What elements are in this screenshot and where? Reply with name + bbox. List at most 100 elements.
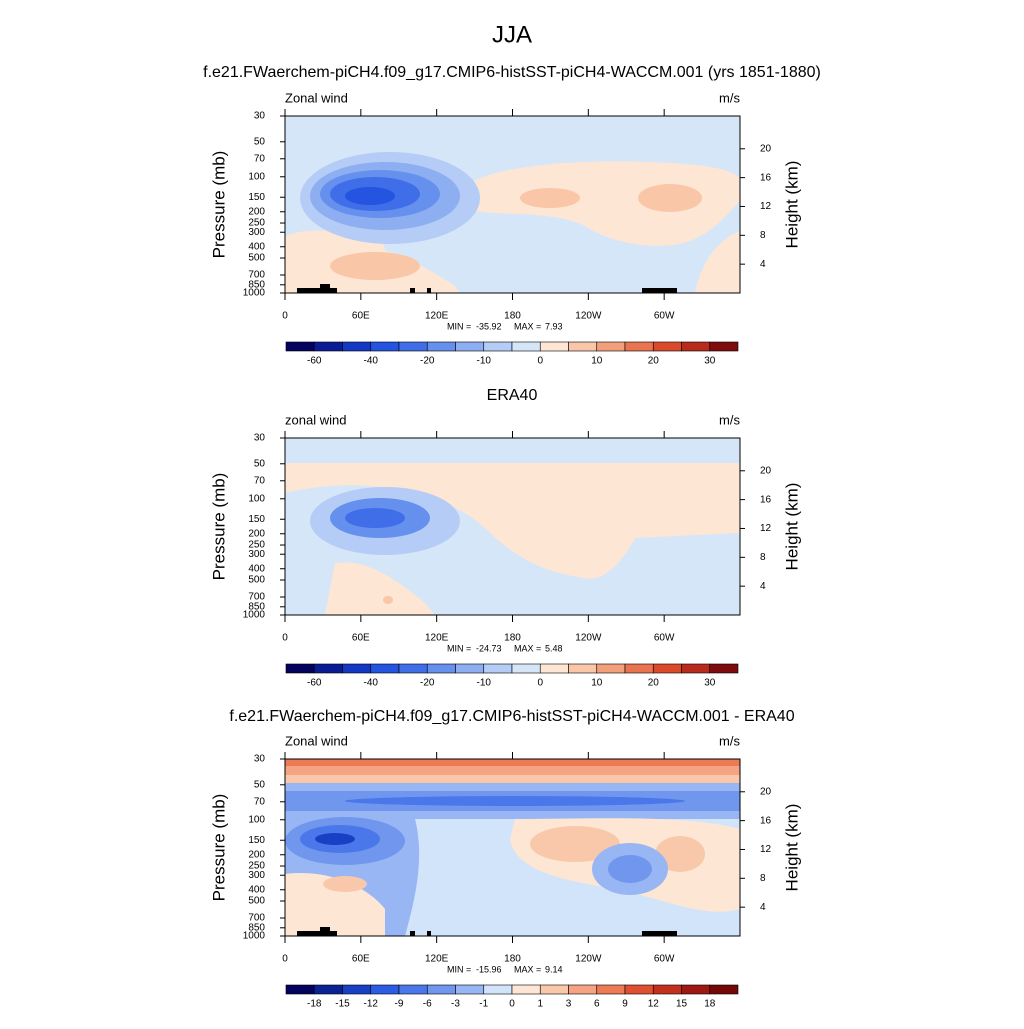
y-tick-label: 850	[248, 279, 265, 290]
y-tick-label: 500	[248, 575, 265, 586]
y-tick-label: 500	[248, 896, 265, 907]
colorbar-box	[370, 984, 400, 995]
colorbar-label: -18	[307, 999, 322, 1010]
colorbar-label: 12	[648, 999, 660, 1010]
colorbar-box	[455, 984, 485, 995]
colorbar-label: 1	[537, 999, 543, 1010]
y-tick-label: 250	[248, 540, 265, 551]
x-tick-label: 120W	[575, 954, 602, 965]
colorbar-box	[709, 984, 739, 995]
colorbar-label: 10	[591, 356, 603, 367]
y-tick-label: 200	[248, 849, 265, 860]
colorbar-box	[681, 984, 711, 995]
x-tick-label: 120E	[425, 633, 449, 644]
y-tick-label: 30	[254, 754, 266, 765]
y2-tick-label: 4	[760, 902, 766, 913]
y2-tick-label: 4	[760, 581, 766, 592]
colorbar-box	[483, 341, 513, 352]
colorbar-label: 6	[594, 999, 600, 1010]
y-tick-label: 200	[248, 528, 265, 539]
y2-axis-title: Height (km)	[782, 483, 801, 571]
stat-value: 5.48	[545, 643, 563, 653]
colorbar-box	[285, 341, 315, 352]
y-tick-label: 100	[248, 814, 265, 825]
left-label: zonal wind	[285, 412, 346, 427]
colorbar-box	[426, 663, 456, 674]
contour-field	[285, 438, 740, 615]
stat-value: -35.92	[476, 321, 502, 331]
y-tick-label: 400	[248, 563, 265, 574]
x-tick-label: 60E	[352, 954, 370, 965]
colorbar-label: 3	[566, 999, 572, 1010]
colorbar-box	[455, 663, 485, 674]
y-tick-label: 150	[248, 514, 265, 525]
x-tick-label: 120E	[425, 311, 449, 322]
stat-value: 7.93	[545, 321, 563, 331]
stat-value: -15.96	[476, 964, 502, 974]
colorbar-box	[652, 341, 682, 352]
y2-axis-title: Height (km)	[782, 161, 801, 249]
colorbar-label: 9	[622, 999, 628, 1010]
x-tick-label: 60W	[654, 311, 675, 322]
right-label: m/s	[719, 733, 740, 748]
colorbar-box	[624, 984, 654, 995]
colorbar-box	[313, 984, 343, 995]
y-tick-label: 30	[254, 433, 266, 444]
y-tick-label: 700	[248, 913, 265, 924]
colorbar-label: -10	[477, 678, 492, 689]
y2-tick-label: 4	[760, 259, 766, 270]
colorbar-label: -15	[335, 999, 350, 1010]
x-tick-label: 180	[504, 311, 521, 322]
colorbar-label: 0	[537, 678, 543, 689]
x-tick-label: 60W	[654, 954, 675, 965]
y-axis-title: Pressure (mb)	[209, 794, 228, 902]
colorbar-box	[511, 663, 541, 674]
colorbar-box	[511, 984, 541, 995]
x-tick-label: 60E	[352, 633, 370, 644]
y-tick-label: 400	[248, 884, 265, 895]
y-tick-label: 700	[248, 592, 265, 603]
y-tick-label: 100	[248, 493, 265, 504]
y2-tick-label: 8	[760, 230, 766, 241]
y-tick-label: 850	[248, 601, 265, 612]
colorbar-box	[342, 663, 372, 674]
colorbar-box	[342, 341, 372, 352]
colorbar-box	[539, 663, 569, 674]
y2-tick-label: 8	[760, 552, 766, 563]
x-tick-label: 120W	[575, 311, 602, 322]
colorbar-box	[398, 663, 428, 674]
y2-tick-label: 12	[760, 201, 772, 212]
colorbar-box	[652, 663, 682, 674]
chart-title: f.e21.FWaerchem-piCH4.f09_g17.CMIP6-hist…	[203, 64, 821, 81]
x-tick-label: 120W	[575, 633, 602, 644]
stat-label: MAX =	[514, 964, 541, 974]
stat-label: MIN =	[447, 643, 471, 653]
colorbar-label: 20	[648, 678, 660, 689]
x-tick-label: 60E	[352, 311, 370, 322]
right-label: m/s	[719, 412, 740, 427]
colorbar-label: -1	[479, 999, 488, 1010]
y-tick-label: 250	[248, 861, 265, 872]
colorbar-box	[652, 984, 682, 995]
colorbar-box	[596, 984, 626, 995]
y2-tick-label: 16	[760, 815, 772, 826]
y-tick-label: 30	[254, 111, 266, 122]
colorbar-box	[681, 663, 711, 674]
y-tick-label: 200	[248, 206, 265, 217]
y-tick-label: 700	[248, 270, 265, 281]
y2-tick-label: 20	[760, 143, 772, 154]
y2-tick-label: 16	[760, 172, 772, 183]
colorbar-box	[483, 663, 513, 674]
x-tick-label: 0	[282, 633, 288, 644]
y-tick-label: 70	[254, 796, 266, 807]
colorbar-label: -3	[451, 999, 460, 1010]
y-tick-label: 50	[254, 136, 266, 147]
y2-tick-label: 20	[760, 786, 772, 797]
colorbar-label: -40	[364, 678, 379, 689]
colorbar-box	[568, 663, 598, 674]
colorbar-box	[709, 341, 739, 352]
colorbar-box	[596, 663, 626, 674]
y-tick-label: 100	[248, 171, 265, 182]
y-tick-label: 300	[248, 549, 265, 560]
y-tick-label: 300	[248, 870, 265, 881]
